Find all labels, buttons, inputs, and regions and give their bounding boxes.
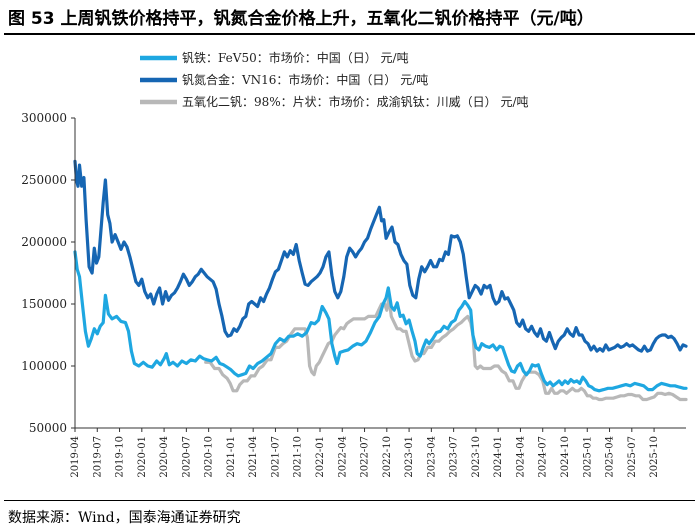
x-tick-label: 2019-07	[92, 436, 103, 478]
y-tick-label: 250000	[21, 173, 67, 187]
x-tick-label: 2019-04	[70, 436, 81, 478]
x-tick-label: 2020-01	[137, 436, 148, 478]
x-tick-label: 2023-04	[426, 436, 437, 478]
x-tick-label: 2025-04	[605, 436, 616, 478]
x-tick-label: 2021-01	[226, 436, 237, 478]
x-tick-label: 2025-10	[649, 436, 660, 478]
source-divider	[4, 500, 695, 501]
x-tick-label: 2025-07	[627, 436, 638, 478]
figure-title: 图 53 上周钒铁价格持平，钒氮合金价格上升，五氧化二钒价格持平（元/吨）	[8, 9, 594, 29]
y-tick-label: 200000	[21, 235, 67, 249]
x-tick-label: 2021-07	[270, 436, 281, 478]
x-tick-label: 2020-07	[181, 436, 192, 478]
y-tick-label: 100000	[21, 359, 67, 373]
x-tick-label: 2020-04	[159, 436, 170, 478]
x-tick-label: 2022-07	[360, 436, 371, 478]
x-tick-label: 2021-10	[293, 436, 304, 478]
x-tick-label: 2023-07	[449, 436, 460, 478]
legend-label-1: 钒氮合金：VN16：市场价：中国（日） 元/吨	[182, 72, 428, 87]
series-line-1	[73, 159, 688, 353]
legend-label-2: 五氧化二钒：98%：片状：市场价：成渝钒钛：川威（日） 元/吨	[182, 94, 529, 109]
x-tick-label: 2023-10	[471, 436, 482, 478]
plot-area	[73, 159, 688, 402]
x-tick-label: 2020-10	[204, 436, 215, 478]
x-tick-label: 2021-04	[248, 436, 259, 478]
y-tick-label: 150000	[21, 297, 67, 311]
y-tick-label: 300000	[21, 111, 67, 125]
x-tick-label: 2022-04	[337, 436, 348, 478]
x-tick-label: 2024-04	[515, 436, 526, 478]
series-line-2	[204, 296, 688, 402]
x-tick-label: 2022-01	[315, 436, 326, 478]
x-tick-label: 2019-10	[115, 436, 126, 478]
x-tick-label: 2024-10	[560, 436, 571, 478]
chart-legend: 钒铁：FeV50：市场价：中国（日） 元/吨钒氮合金：VN16：市场价：中国（日…	[140, 50, 529, 109]
x-tick-label: 2025-01	[582, 436, 593, 478]
series-line-0	[73, 250, 688, 393]
y-tick-label: 50000	[29, 421, 67, 435]
x-tick-label: 2024-01	[493, 436, 504, 478]
source-note: 数据来源：Wind，国泰海通证券研究	[8, 510, 241, 526]
legend-label-0: 钒铁：FeV50：市场价：中国（日） 元/吨	[182, 50, 409, 65]
x-tick-label: 2023-01	[404, 436, 415, 478]
x-tick-label: 2024-07	[538, 436, 549, 478]
chart-axes: 50000 100000 150000 200000 250000 300000 2019-…	[21, 111, 686, 478]
title-divider	[4, 33, 695, 35]
x-tick-label: 2022-10	[382, 436, 393, 478]
line-chart: 钒铁：FeV50：市场价：中国（日） 元/吨钒氮合金：VN16：市场价：中国（日…	[21, 50, 688, 478]
